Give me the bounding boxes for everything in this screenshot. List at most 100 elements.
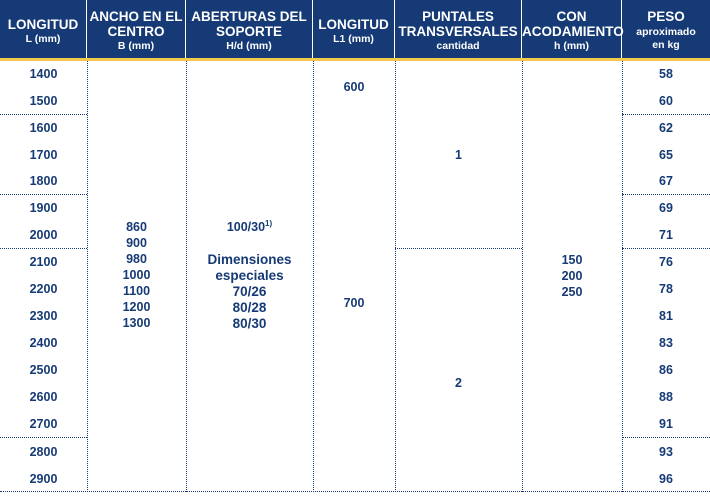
header-acodamiento-title-1: CON: [556, 9, 587, 24]
l1-value: 700: [343, 296, 365, 310]
longitud-cell: 2600: [29, 390, 58, 404]
header-ancho-unit: B (mm): [117, 40, 155, 52]
puntales-value: 2: [455, 376, 462, 390]
header-peso-unit-2: en kg: [652, 39, 680, 51]
header-aberturas-title-2: SOPORTE: [215, 24, 282, 39]
header-aberturas-unit: H/d (mm): [226, 40, 272, 52]
header-ancho-title-2: CENTRO: [107, 24, 165, 39]
longitud-cell: 1900: [29, 201, 58, 215]
ancho-values: 860 900 980 1000 1100 1200 1300: [87, 219, 186, 331]
footnote-marker: 1): [265, 218, 273, 228]
longitud-cell: 2100: [29, 255, 58, 269]
header-acodamiento-title-2: ACODAMIENTO: [522, 24, 624, 39]
header-longitud: LONGITUD L (mm): [0, 0, 86, 58]
header-puntales-unit: cantidad: [436, 40, 480, 52]
aberturas-especiales: Dimensiones especiales 70/26 80/28 80/30: [186, 252, 313, 332]
peso-cell: 86: [659, 363, 673, 377]
l1-value: 600: [343, 80, 365, 94]
row-divider: [0, 437, 87, 438]
column-divider: [395, 61, 396, 492]
row-divider: [622, 437, 710, 438]
header-peso: PESO aproximado en kg: [622, 0, 710, 58]
longitud-cell: 1400: [29, 67, 58, 81]
header-puntales-title-1: PUNTALES: [422, 9, 494, 24]
ancho-value: 1200: [122, 300, 151, 314]
table-header: LONGITUD L (mm) ANCHO EN EL CENTRO B (mm…: [0, 0, 710, 58]
ancho-value: 860: [126, 220, 147, 234]
row-divider: [0, 114, 87, 115]
longitud-cell: 2400: [29, 336, 58, 350]
peso-cell: 78: [659, 282, 673, 296]
longitud-cell: 2500: [29, 363, 58, 377]
header-ancho: ANCHO EN EL CENTRO B (mm): [87, 0, 185, 58]
longitud-cell: 2300: [29, 309, 58, 323]
longitud-cell: 2000: [29, 228, 58, 242]
longitud-cell: 1800: [29, 174, 58, 188]
especiales-value: 80/28: [232, 300, 267, 315]
header-longitud-unit: L (mm): [25, 33, 61, 45]
ancho-value: 900: [126, 236, 147, 250]
peso-cell: 62: [659, 121, 673, 135]
row-divider: [0, 248, 87, 249]
header-longitud-title: LONGITUD: [7, 17, 79, 32]
header-l1-unit: L1 (mm): [333, 33, 374, 45]
header-peso-unit-1: aproximado: [636, 26, 696, 38]
acodamiento-value: 250: [561, 285, 583, 299]
column-divider: [313, 61, 314, 492]
acodamiento-values: 150 200 250: [522, 252, 622, 300]
acodamiento-value: 200: [561, 269, 583, 283]
peso-cell: 65: [659, 148, 673, 162]
longitud-cell: 1500: [29, 94, 58, 108]
header-puntales: PUNTALES TRANSVERSALES cantidad: [395, 0, 521, 58]
ancho-value: 1000: [122, 268, 151, 282]
longitud-cell: 1700: [29, 148, 58, 162]
peso-cell: 76: [659, 255, 673, 269]
column-divider: [186, 61, 187, 492]
row-divider: [622, 248, 710, 249]
header-peso-title: PESO: [647, 9, 685, 24]
aberturas-standard: 100/301): [186, 219, 313, 235]
header-aberturas-title-1: ABERTURAS DEL: [191, 9, 307, 24]
header-acodamiento-unit: h (mm): [554, 40, 589, 52]
peso-cell: 81: [659, 309, 673, 323]
peso-cell: 88: [659, 390, 673, 404]
row-divider: [0, 194, 87, 195]
peso-cell: 83: [659, 336, 673, 350]
header-puntales-title-2: TRANSVERSALES: [398, 24, 518, 39]
acodamiento-value: 150: [561, 253, 583, 267]
column-divider: [87, 61, 88, 492]
header-aberturas: ABERTURAS DEL SOPORTE H/d (mm): [186, 0, 312, 58]
peso-cell: 60: [659, 94, 673, 108]
peso-cell: 71: [659, 228, 673, 242]
table-bottom-line: [0, 491, 710, 492]
especiales-label: Dimensiones: [207, 252, 292, 267]
peso-cell: 96: [659, 472, 673, 486]
especiales-value: 70/26: [232, 284, 267, 299]
column-divider: [622, 61, 623, 492]
ancho-value: 1100: [122, 284, 151, 298]
header-ancho-title-1: ANCHO EN EL: [89, 9, 183, 24]
especiales-label: especiales: [215, 268, 284, 283]
longitud-cell: 2800: [29, 445, 58, 459]
peso-cell: 93: [659, 445, 673, 459]
header-l1-title: LONGITUD: [318, 17, 389, 32]
peso-cell: 69: [659, 201, 673, 215]
peso-cell: 67: [659, 174, 673, 188]
row-divider: [622, 194, 710, 195]
header-accent-line: [0, 58, 710, 61]
puntales-value: 1: [455, 148, 462, 162]
row-divider: [395, 248, 522, 249]
aberturas-standard-value: 100/30: [226, 220, 266, 234]
ancho-value: 1300: [122, 316, 151, 330]
peso-cell: 58: [659, 67, 673, 81]
longitud-cell: 1600: [29, 121, 58, 135]
header-longitud-l1: LONGITUD L1 (mm): [313, 0, 394, 58]
header-acodamiento: CON ACODAMIENTO h (mm): [522, 0, 624, 58]
longitud-cell: 2900: [29, 472, 58, 486]
ancho-value: 980: [126, 252, 147, 266]
peso-cell: 91: [659, 417, 673, 431]
row-divider: [622, 114, 710, 115]
longitud-cell: 2700: [29, 417, 58, 431]
especiales-value: 80/30: [232, 316, 267, 331]
